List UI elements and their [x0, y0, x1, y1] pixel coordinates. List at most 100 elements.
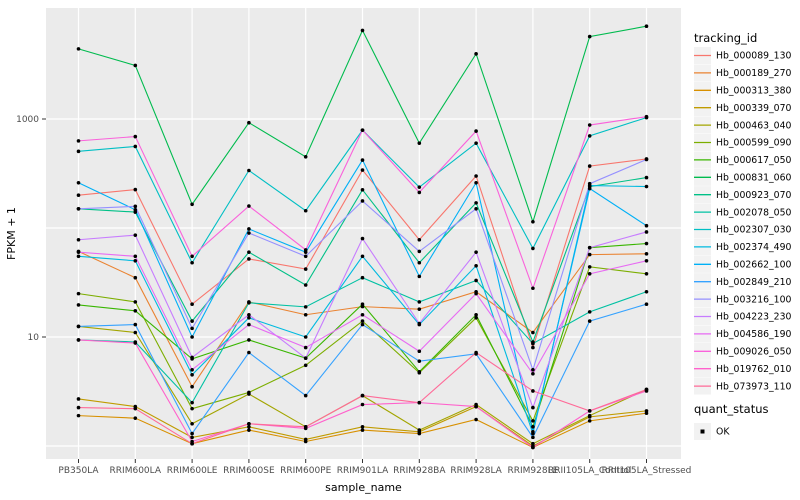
data-point — [360, 393, 365, 398]
data-point — [531, 286, 535, 291]
data-point — [303, 305, 308, 309]
data-point — [417, 141, 422, 145]
data-point — [531, 429, 535, 434]
data-point — [587, 310, 592, 314]
data-point — [360, 128, 365, 132]
legend-item-label: Hb_000189_270 — [716, 68, 792, 79]
data-point — [247, 421, 251, 426]
legend-item-Hb_004586_190: Hb_004586_190 — [694, 325, 792, 343]
data-point — [474, 250, 478, 254]
legend-item-Hb_002662_100: Hb_002662_100 — [694, 255, 792, 273]
data-point — [360, 428, 365, 432]
data-point — [133, 341, 138, 345]
data-point — [190, 441, 194, 446]
x-axis: PB350LA RRIM600LA RRIM600LE RRIM600SE RRIM60… — [58, 459, 691, 494]
legend-item-Hb_000313_380: Hb_000313_380 — [694, 81, 792, 99]
data-point — [133, 144, 138, 149]
data-point — [417, 249, 422, 254]
data-point — [360, 322, 365, 327]
x-tick-label: RRIM600SE — [223, 466, 275, 476]
data-point — [474, 278, 478, 283]
data-point — [133, 308, 138, 313]
y-tick-label: 1000 — [16, 115, 39, 125]
data-point — [247, 204, 251, 208]
data-point — [417, 428, 422, 432]
data-point — [587, 186, 592, 191]
data-point — [531, 345, 535, 350]
legend-item-Hb_073973_110: Hb_073973_110 — [694, 377, 792, 395]
data-point — [644, 184, 649, 189]
data-point — [247, 322, 251, 327]
data-point — [190, 384, 194, 389]
quant-status-marker — [700, 429, 705, 434]
data-point — [644, 223, 649, 228]
data-point — [303, 345, 308, 350]
data-point — [474, 207, 478, 211]
data-point — [247, 168, 251, 173]
data-point — [360, 302, 365, 306]
data-point — [303, 208, 308, 213]
data-point — [133, 330, 138, 335]
legend-item-label: Hb_002849_210 — [716, 277, 792, 288]
data-point — [303, 363, 308, 368]
data-point — [474, 141, 478, 145]
data-point — [417, 190, 422, 195]
data-point — [417, 237, 422, 242]
data-point — [190, 431, 194, 436]
legend-item-label: Hb_000617_050 — [716, 155, 792, 166]
data-point — [247, 312, 251, 317]
data-point — [247, 250, 251, 254]
data-point — [474, 201, 478, 205]
data-point — [190, 421, 194, 426]
data-point — [76, 207, 81, 211]
legend-item-Hb_004223_230: Hb_004223_230 — [694, 308, 792, 325]
data-point — [76, 324, 81, 329]
data-point — [587, 134, 592, 138]
data-point — [644, 251, 649, 256]
legend-item-Hb_019762_010: Hb_019762_010 — [694, 360, 792, 378]
data-point — [133, 275, 138, 280]
data-point — [474, 174, 478, 178]
data-point — [76, 139, 81, 143]
data-point — [360, 425, 365, 429]
legend-item-label: Hb_004223_230 — [716, 312, 792, 323]
data-point — [247, 390, 251, 395]
data-point — [303, 312, 308, 317]
data-point — [587, 419, 592, 423]
data-point — [417, 321, 422, 326]
data-point — [644, 230, 649, 234]
data-point — [474, 263, 478, 268]
data-point — [133, 204, 138, 209]
data-point — [360, 254, 365, 259]
data-point — [76, 291, 81, 296]
legend-item-label: Hb_009026_050 — [716, 347, 792, 358]
data-point — [76, 303, 81, 307]
data-point — [474, 417, 478, 422]
y-axis: 10 1000 FPKM + 1 — [5, 115, 46, 343]
data-point — [190, 202, 194, 207]
y-tick-label: 10 — [28, 333, 40, 343]
data-point — [303, 283, 308, 287]
data-point — [247, 231, 251, 235]
x-tick-label: PB350LA — [58, 466, 99, 476]
legend-item-label: Hb_073973_110 — [716, 381, 792, 392]
data-point — [644, 157, 649, 162]
data-point — [303, 254, 308, 259]
data-point — [247, 227, 251, 231]
data-point — [303, 393, 308, 398]
data-point — [360, 158, 365, 162]
data-point — [76, 405, 81, 410]
data-point — [360, 402, 365, 407]
data-point — [587, 409, 592, 413]
data-point — [303, 248, 308, 252]
data-point — [587, 245, 592, 250]
legend-item-label: Hb_000923_070 — [716, 190, 792, 201]
data-point — [303, 356, 308, 360]
data-point — [417, 359, 422, 363]
data-point — [133, 259, 138, 263]
legend-item-Hb_000831_060: Hb_000831_060 — [694, 168, 792, 186]
data-point — [644, 175, 649, 180]
x-tick-label: RRII105LA_Stressed — [602, 466, 692, 476]
legend-item-label: Hb_002662_100 — [716, 260, 792, 271]
